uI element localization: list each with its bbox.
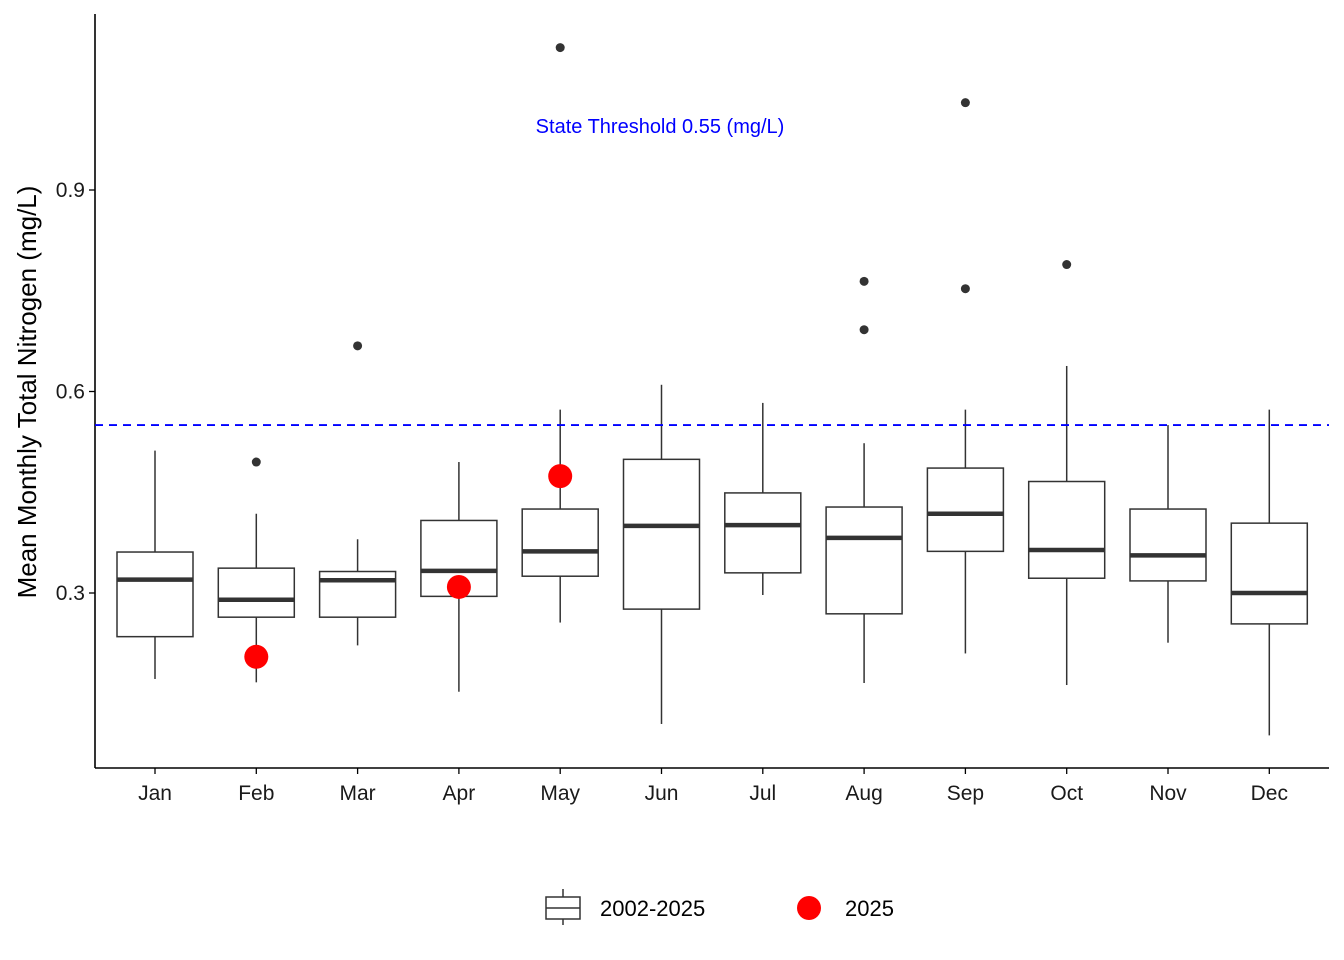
outlier-point xyxy=(960,284,970,294)
outlier-point xyxy=(555,43,565,53)
point-2025-feb xyxy=(244,644,269,669)
box-feb xyxy=(217,457,296,683)
box-iqr xyxy=(521,508,599,577)
red-dot-key-icon xyxy=(797,896,821,920)
point-2025-may xyxy=(548,464,573,489)
box-jun xyxy=(622,384,701,724)
box-jul xyxy=(724,402,802,596)
box-iqr xyxy=(1230,522,1309,625)
legend-item-2025: 2025 xyxy=(797,896,894,921)
y-tick-label: 0.6 xyxy=(56,381,85,404)
x-tick-label: Jul xyxy=(749,782,776,805)
box-iqr xyxy=(622,458,701,610)
outlier-point xyxy=(960,98,970,108)
outlier-point xyxy=(859,325,869,335)
x-tick-label: Apr xyxy=(443,782,476,805)
box-mar xyxy=(318,341,397,646)
x-tick-label: Aug xyxy=(845,782,882,805)
outlier-point xyxy=(1062,260,1072,270)
x-tick-label: Mar xyxy=(340,782,376,805)
x-tick-label: Jan xyxy=(138,782,172,805)
point-2025-apr xyxy=(446,574,471,599)
box-dec xyxy=(1230,409,1309,736)
legend-label-2025: 2025 xyxy=(845,896,894,921)
y-tick-label: 0.9 xyxy=(56,179,85,202)
box-may xyxy=(521,43,599,623)
box-iqr xyxy=(116,551,194,638)
x-tick-label: Dec xyxy=(1251,782,1288,805)
box-iqr xyxy=(1027,480,1106,579)
x-tick-label: May xyxy=(540,782,580,805)
legend-label-2002-2025: 2002-2025 xyxy=(600,896,705,921)
box-iqr xyxy=(217,567,296,618)
outlier-point xyxy=(859,276,869,286)
box-aug xyxy=(825,276,903,684)
outlier-point xyxy=(251,457,261,467)
box-nov xyxy=(1129,425,1207,643)
outlier-point xyxy=(353,341,363,351)
x-tick-label: Oct xyxy=(1050,782,1083,805)
box-jan xyxy=(116,450,194,679)
x-tick-label: Feb xyxy=(238,782,274,805)
box-sep xyxy=(926,98,1005,654)
box-iqr xyxy=(1129,508,1207,582)
x-tick-label: Nov xyxy=(1149,782,1187,805)
boxplot-key-icon xyxy=(545,889,581,925)
box-iqr xyxy=(926,467,1005,553)
plot-area: 0.3 0.6 0.9 Jan Feb Mar Apr May Jun Jul Aug Sep Oct N… xyxy=(56,14,1329,805)
threshold-label: State Threshold 0.55 (mg/L) xyxy=(536,116,785,138)
box-oct xyxy=(1027,260,1106,686)
box-iqr xyxy=(825,506,903,615)
y-tick-label: 0.3 xyxy=(56,582,85,605)
x-tick-label: Sep xyxy=(947,782,984,805)
y-axis-title: Mean Monthly Total Nitrogen (mg/L) xyxy=(12,186,42,599)
legend: 2002-2025 2025 xyxy=(545,889,894,925)
x-tick-label: Jun xyxy=(645,782,679,805)
legend-item-2002-2025: 2002-2025 xyxy=(545,889,705,925)
box-iqr xyxy=(724,492,802,574)
